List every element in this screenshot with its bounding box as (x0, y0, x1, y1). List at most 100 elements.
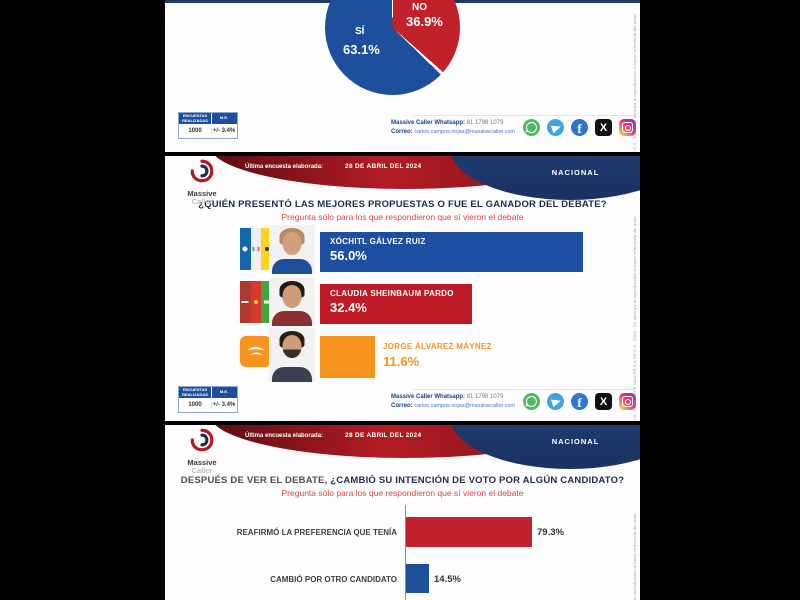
pan-logo (240, 228, 251, 270)
stat-value-me: +/- 3.4% (211, 128, 236, 134)
slide-header: Última encuesta elaborada: 28 DE ABRIL D… (165, 425, 640, 483)
slide-subtitle: Pregunta sólo para los que respondieron … (281, 488, 524, 498)
pie-value-si: 63.1% (343, 42, 380, 57)
party-logos-morena-pt-pvem (240, 281, 272, 323)
massive-caller-logo-icon (190, 159, 214, 183)
social-icons: f X (523, 393, 636, 410)
bar-value: 79.3% (537, 527, 564, 538)
photo-body (272, 311, 312, 326)
pvem-logo (261, 281, 272, 323)
x-twitter-icon[interactable]: X (595, 393, 612, 410)
region-badge: NACIONAL (551, 168, 600, 177)
whatsapp-bubble-glyph (526, 122, 537, 133)
pt-logo (250, 281, 262, 323)
footer-divider (413, 115, 635, 116)
stat-header-encuestas: ENCUESTAS REALIZADAS (182, 113, 208, 123)
bar-reafirmo-preferencia (406, 517, 533, 547)
date-label: Última encuesta elaborada: (245, 433, 324, 439)
telegram-icon[interactable] (547, 393, 564, 410)
mc-eagle-glyph (246, 346, 265, 355)
massive-caller-logo: Massive Caller (171, 427, 233, 474)
pri-logo (250, 228, 262, 270)
bar-candidate-value: 56.0% (330, 248, 367, 263)
email-address: carlos.campos.riojas@massivecaller.com (414, 402, 515, 409)
telegram-plane-glyph (550, 396, 563, 407)
photo-body (272, 259, 312, 274)
sample-stats-table: ENCUESTAS REALIZADAS M.E. 1000 +/- 3.4% (178, 386, 238, 413)
instagram-icon[interactable] (619, 119, 636, 136)
pie-value-no: 36.9% (406, 14, 443, 29)
contact-info: Massive Caller Whatsapp: 81 1798 1079 Co… (391, 119, 515, 137)
whatsapp-icon[interactable] (523, 393, 540, 410)
sample-stats-table: ENCUESTAS REALIZADAS M.E. 1000 +/- 3.4% (178, 112, 238, 139)
bar-candidate-value: 11.6% (383, 354, 420, 369)
photo-head (282, 335, 302, 358)
stat-header-me: M.E. (211, 113, 236, 124)
photo-head (282, 232, 302, 255)
bar-cambio-candidato (406, 564, 430, 593)
photo-head (282, 285, 302, 308)
slide-footer: ENCUESTAS REALIZADAS M.E. 1000 +/- 3.4% … (165, 106, 640, 146)
date-label: Última encuesta elaborada: (245, 164, 324, 170)
pie-label-no: NO (412, 2, 427, 13)
telegram-icon[interactable] (547, 119, 564, 136)
contact-info: Massive Caller Whatsapp: 81 1798 1079 Co… (391, 393, 515, 411)
x-twitter-icon[interactable]: X (595, 119, 612, 136)
stat-value-encuestas: 1000 (188, 402, 202, 408)
slide-title: ¿QUIÉN PRESENTÓ LAS MEJORES PROPUESTAS O… (198, 199, 607, 210)
bar-candidate-name: CLAUDIA SHEINBAUM PARDO (330, 289, 454, 298)
copyright-vertical-text: D.R. © MASSIVE CALLER S.A DE C.V., 2024 … (632, 14, 637, 152)
bar-candidate-name: XÓCHITL GÁLVEZ RUIZ (330, 237, 426, 246)
slide-debate-winner: Última encuesta elaborada: 28 DE ABRIL D… (165, 156, 640, 421)
massive-caller-logo-icon (190, 428, 214, 452)
social-icons: f X (523, 119, 636, 136)
facebook-icon[interactable]: f (571, 119, 588, 136)
email-line: Correo: carlos.campos.riojas@massivecall… (391, 402, 515, 411)
header-navy-wave (450, 156, 640, 200)
whatsapp-number: 81 1798 1079 (466, 394, 504, 400)
facebook-icon[interactable]: f (571, 393, 588, 410)
slide-footer: ENCUESTAS REALIZADAS M.E. 1000 +/- 3.4% … (165, 380, 640, 420)
date-value: 28 DE ABRIL DEL 2024 (345, 163, 422, 170)
candidate-photo-jorge-alvarez-maynez (269, 328, 315, 382)
region-badge: NACIONAL (551, 437, 600, 446)
bar-value: 14.5% (434, 574, 461, 585)
instagram-camera-glyph (622, 122, 633, 133)
bar-jorge-alvarez-maynez (320, 336, 375, 378)
copyright-vertical-text: D.R. © MASSIVE CALLER S.A DE C.V., 2024 … (632, 216, 637, 421)
logo-text-caller: Caller (191, 196, 213, 206)
slide-title-main: ¿CAMBIÓ SU INTENCIÓN DE VOTO POR ALGÚN C… (330, 475, 625, 486)
logo-text-massive: Massive (187, 189, 217, 198)
x-glyph: X (599, 121, 608, 134)
slide-header: Última encuesta elaborada: 28 DE ABRIL D… (165, 156, 640, 214)
candidate-photo-xochitl-galvez (269, 225, 315, 274)
chart-axis-line (405, 505, 406, 600)
maynez-label-group: JORGE ÁLVAREZ MÁYNEZ 11.6% (383, 342, 492, 369)
header-date: Última encuesta elaborada: 28 DE ABRIL D… (245, 432, 455, 439)
footer-divider (413, 389, 635, 390)
telegram-plane-glyph (550, 122, 563, 133)
bar-xochitl-galvez: XÓCHITL GÁLVEZ RUIZ 56.0% (320, 232, 584, 272)
photo-body (272, 367, 312, 382)
massive-caller-logo: Massive Caller (171, 158, 233, 205)
instagram-camera-glyph (622, 396, 633, 407)
header-navy-wave (450, 425, 640, 469)
pie-label-si: SÍ (355, 26, 365, 37)
email-label: Correo: (391, 128, 413, 135)
facebook-f-glyph: f (577, 395, 582, 410)
x-glyph: X (599, 395, 608, 408)
whatsapp-bubble-glyph (526, 396, 537, 407)
whatsapp-label: Massive Caller Whatsapp: (391, 394, 466, 400)
whatsapp-line: Massive Caller Whatsapp: 81 1798 1079 (391, 119, 515, 128)
copyright-vertical-text: D.R. © MASSIVE CALLER S.A DE C.V., 2024 … (632, 513, 637, 600)
stat-header-me: M.E. (211, 387, 236, 398)
whatsapp-label: Massive Caller Whatsapp: (391, 120, 466, 126)
email-line: Correo: carlos.campos.riojas@massivecall… (391, 128, 515, 137)
date-value: 28 DE ABRIL DEL 2024 (345, 432, 422, 439)
instagram-icon[interactable] (619, 393, 636, 410)
morena-logo (240, 281, 251, 323)
bar-category-label: CAMBIÓ POR OTRO CANDIDATO (270, 575, 397, 584)
whatsapp-icon[interactable] (523, 119, 540, 136)
facebook-f-glyph: f (577, 121, 582, 136)
